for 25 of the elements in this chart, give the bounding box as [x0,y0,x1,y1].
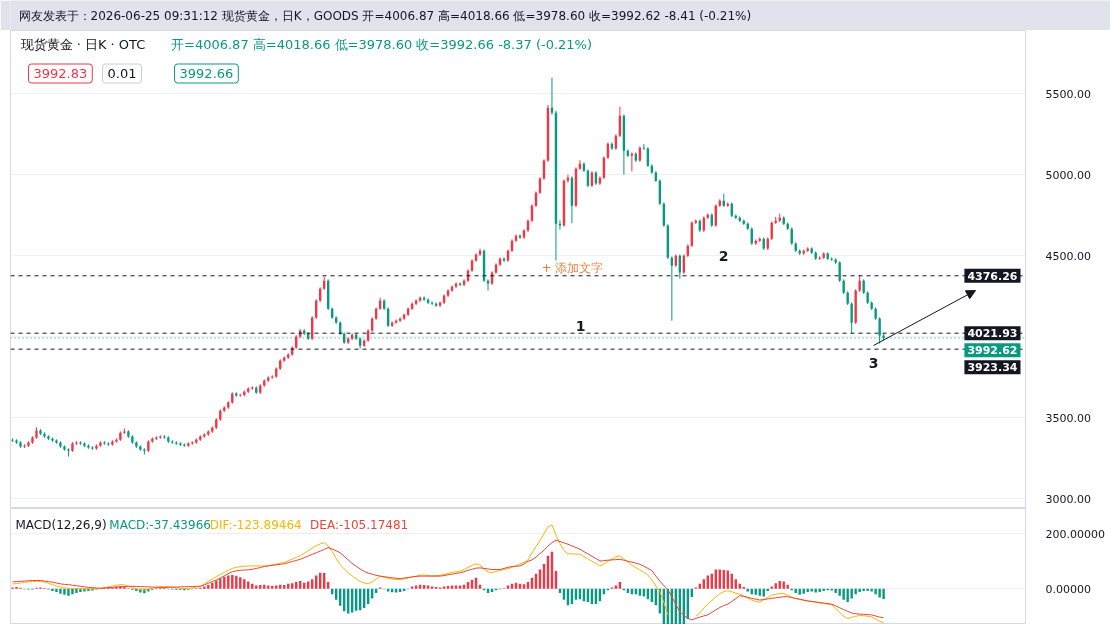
y-tick-label: 5000.00 [1045,168,1091,182]
annotation: 0.01 [107,66,137,81]
series-label: DIF:-123.89464 [209,517,302,532]
annotation: 开=4006.87 高=4018.66 低=3978.60 收=3992.66 -8.37 (-0.21%) [171,37,593,52]
ref-line-label: 4376.26 [967,269,1018,283]
annotation: 3 [868,354,879,371]
text: 现货黄金 · 日K · OTC [20,37,146,52]
series-label: DEA:-105.17481 [310,517,409,532]
annotation: + 添加文字 [541,260,604,275]
annotation: 3992.66 [179,66,234,81]
text: MACD:-37.43966 [109,517,211,532]
y-tick-label: 3000.00 [1045,492,1091,506]
y-tick-label: 200.00000 [1045,527,1105,541]
y-tick-label: 3500.00 [1045,411,1091,425]
y-tick-label: 5500.00 [1045,87,1091,101]
annotation: 3992.83 [33,66,88,81]
ref-line-label: 4021.93 [967,327,1018,341]
annotation: 1 [575,317,586,334]
y-tick-label: 4500.00 [1045,249,1091,263]
text: 网友发表于：2026-06-25 09:31:12 现货黄金，日K，GOODS 开=4006.87 高=4018.66 低=3978.60 收=3992.62 -8.41 (-0.21%) [18,8,752,23]
ref-line-label: 3923.34 [967,361,1018,375]
y-tick-label: 0.00000 [1045,582,1091,596]
ref-line-label: 3992.62 [967,344,1018,358]
text: MACD(12,26,9) [15,517,107,532]
annotation: 2 [718,247,729,264]
